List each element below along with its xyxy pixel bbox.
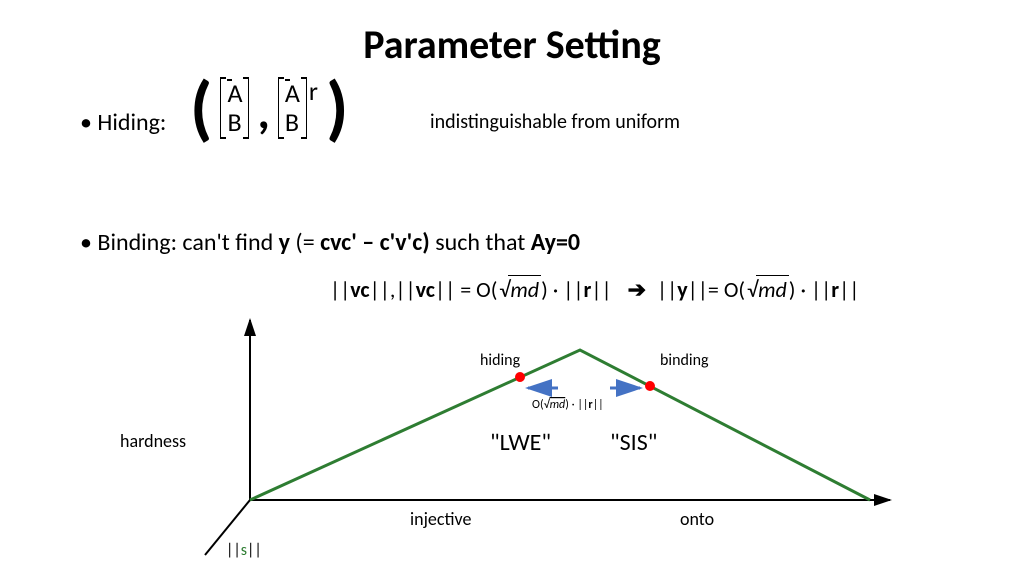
binding-bullet: Binding: can't find y (= cvc' – c'v'c) s… [80,228,580,257]
matrix-b: B [227,108,242,137]
hiding-label: Hiding: [97,108,166,137]
dot-hiding [515,372,525,382]
label-injective: injective [410,508,471,530]
matrix-ab-r: A B r [278,77,318,138]
label-binding: binding [660,351,709,370]
left-paren: ( [190,72,212,144]
label-s-norm: ||s|| [226,541,262,560]
label-hiding: hiding [480,351,521,370]
comma: , [257,88,269,136]
hardness-diagram: hiding binding "LWE" "SIS" injective ont… [190,310,910,560]
slide: Parameter Setting Hiding: ( A B , A B r … [0,0,1024,576]
indistinguishable-text: indistinguishable from uniform [430,110,680,134]
matrix-a: A [227,79,242,108]
matrix-ab-1: A B [220,77,249,138]
matrix-b-2: B [285,108,300,137]
right-paren: ) [326,72,348,144]
norm-equation: ||vc||,||vc|| = O(md) · ||r|| ➔ ||y||= O… [330,275,859,303]
label-sis: "SIS" [610,428,657,457]
label-small-norm: O(√md) · ||r|| [532,398,604,412]
binding-text: Binding: can't find y (= cvc' – c'v'c) s… [97,228,580,257]
matrix-a-2: A [285,79,300,108]
hiding-bullet: Hiding: [80,108,166,137]
triangle [250,350,870,500]
hiding-expression: ( A B , A B r ) [190,72,348,144]
r-label: r [309,75,318,107]
label-lwe: "LWE" [490,428,551,457]
label-hardness: hardness [120,430,186,452]
dot-binding [645,381,655,391]
label-onto: onto [680,508,714,530]
matrix-ab-2: A B [278,77,307,138]
page-title: Parameter Setting [0,20,1024,69]
diagram-svg: hiding binding "LWE" "SIS" injective ont… [190,310,910,560]
